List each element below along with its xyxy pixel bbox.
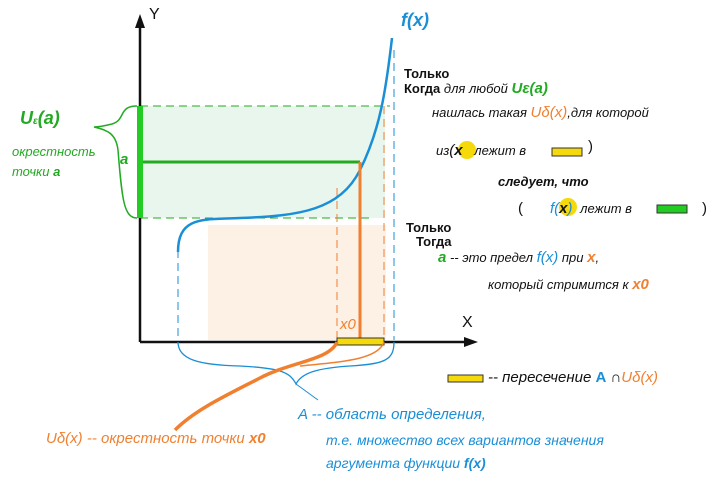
conclusion-limit-line: a -- это предел f(x) при x, [438,249,600,266]
domain-line-2: т.е. множество всех вариантов значения [326,432,604,448]
y-axis-arrow [135,14,145,28]
x-axis-label: X [462,314,473,331]
delta-brace [173,341,339,432]
domain-line-3: аргумента функции f(x) [326,455,486,471]
x-mark-2: x [559,200,568,217]
condition-open-paren: ( [518,200,523,217]
epsilon-brace [93,105,138,219]
condition-from-line: из(x лежит в [436,142,527,159]
conclusion-only: Только [406,220,452,235]
condition-green-swatch [656,204,688,214]
condition-found-line: нашлась такая Uδ(x),для которой [432,104,649,121]
domain-line-1: A -- область определения, [298,406,486,423]
intersection-segment [336,337,385,346]
conclusion-tends-line: который стримится к x0 [488,276,649,293]
domain-pointer-line [295,383,319,401]
condition-only: Только [404,66,450,81]
x-mark-1: x [454,142,463,159]
condition-follows: следует, что [498,174,589,189]
u-eps-desc-line2: точки a [12,164,61,179]
delta-brace-right [299,341,385,367]
condition-close-paren-1: ) [588,138,593,155]
legend-yellow-swatch [447,374,484,383]
u-eps-title: Uε(a) [20,108,60,128]
conclusion-then: Тогда [416,234,452,249]
condition-f-line: f(x) лежит в [550,200,632,217]
x-mark-glow-2 [559,198,577,216]
delta-neighborhood-shade [208,225,386,340]
function-label: f(x) [401,10,429,30]
epsilon-segment [137,106,143,218]
legend-line: -- пересечение A ∩Uδ(x) [488,369,658,386]
u-eps-desc-line1: окрестность [12,144,96,159]
x-mark-glow-1 [458,141,476,159]
a-axis-label: a [120,151,129,168]
condition-yellow-swatch [551,147,583,157]
condition-close-paren: ) [702,200,707,217]
domain-brace [177,341,395,386]
y-axis-label: Y [149,6,160,23]
condition-when-line: Когда для любой Uε(a) [404,80,548,97]
x0-axis-label: x0 [340,316,356,333]
u-delta-line: Uδ(x) -- окрестность точки x0 [46,430,266,447]
x-axis-arrow [464,337,478,347]
function-curve [176,37,394,253]
